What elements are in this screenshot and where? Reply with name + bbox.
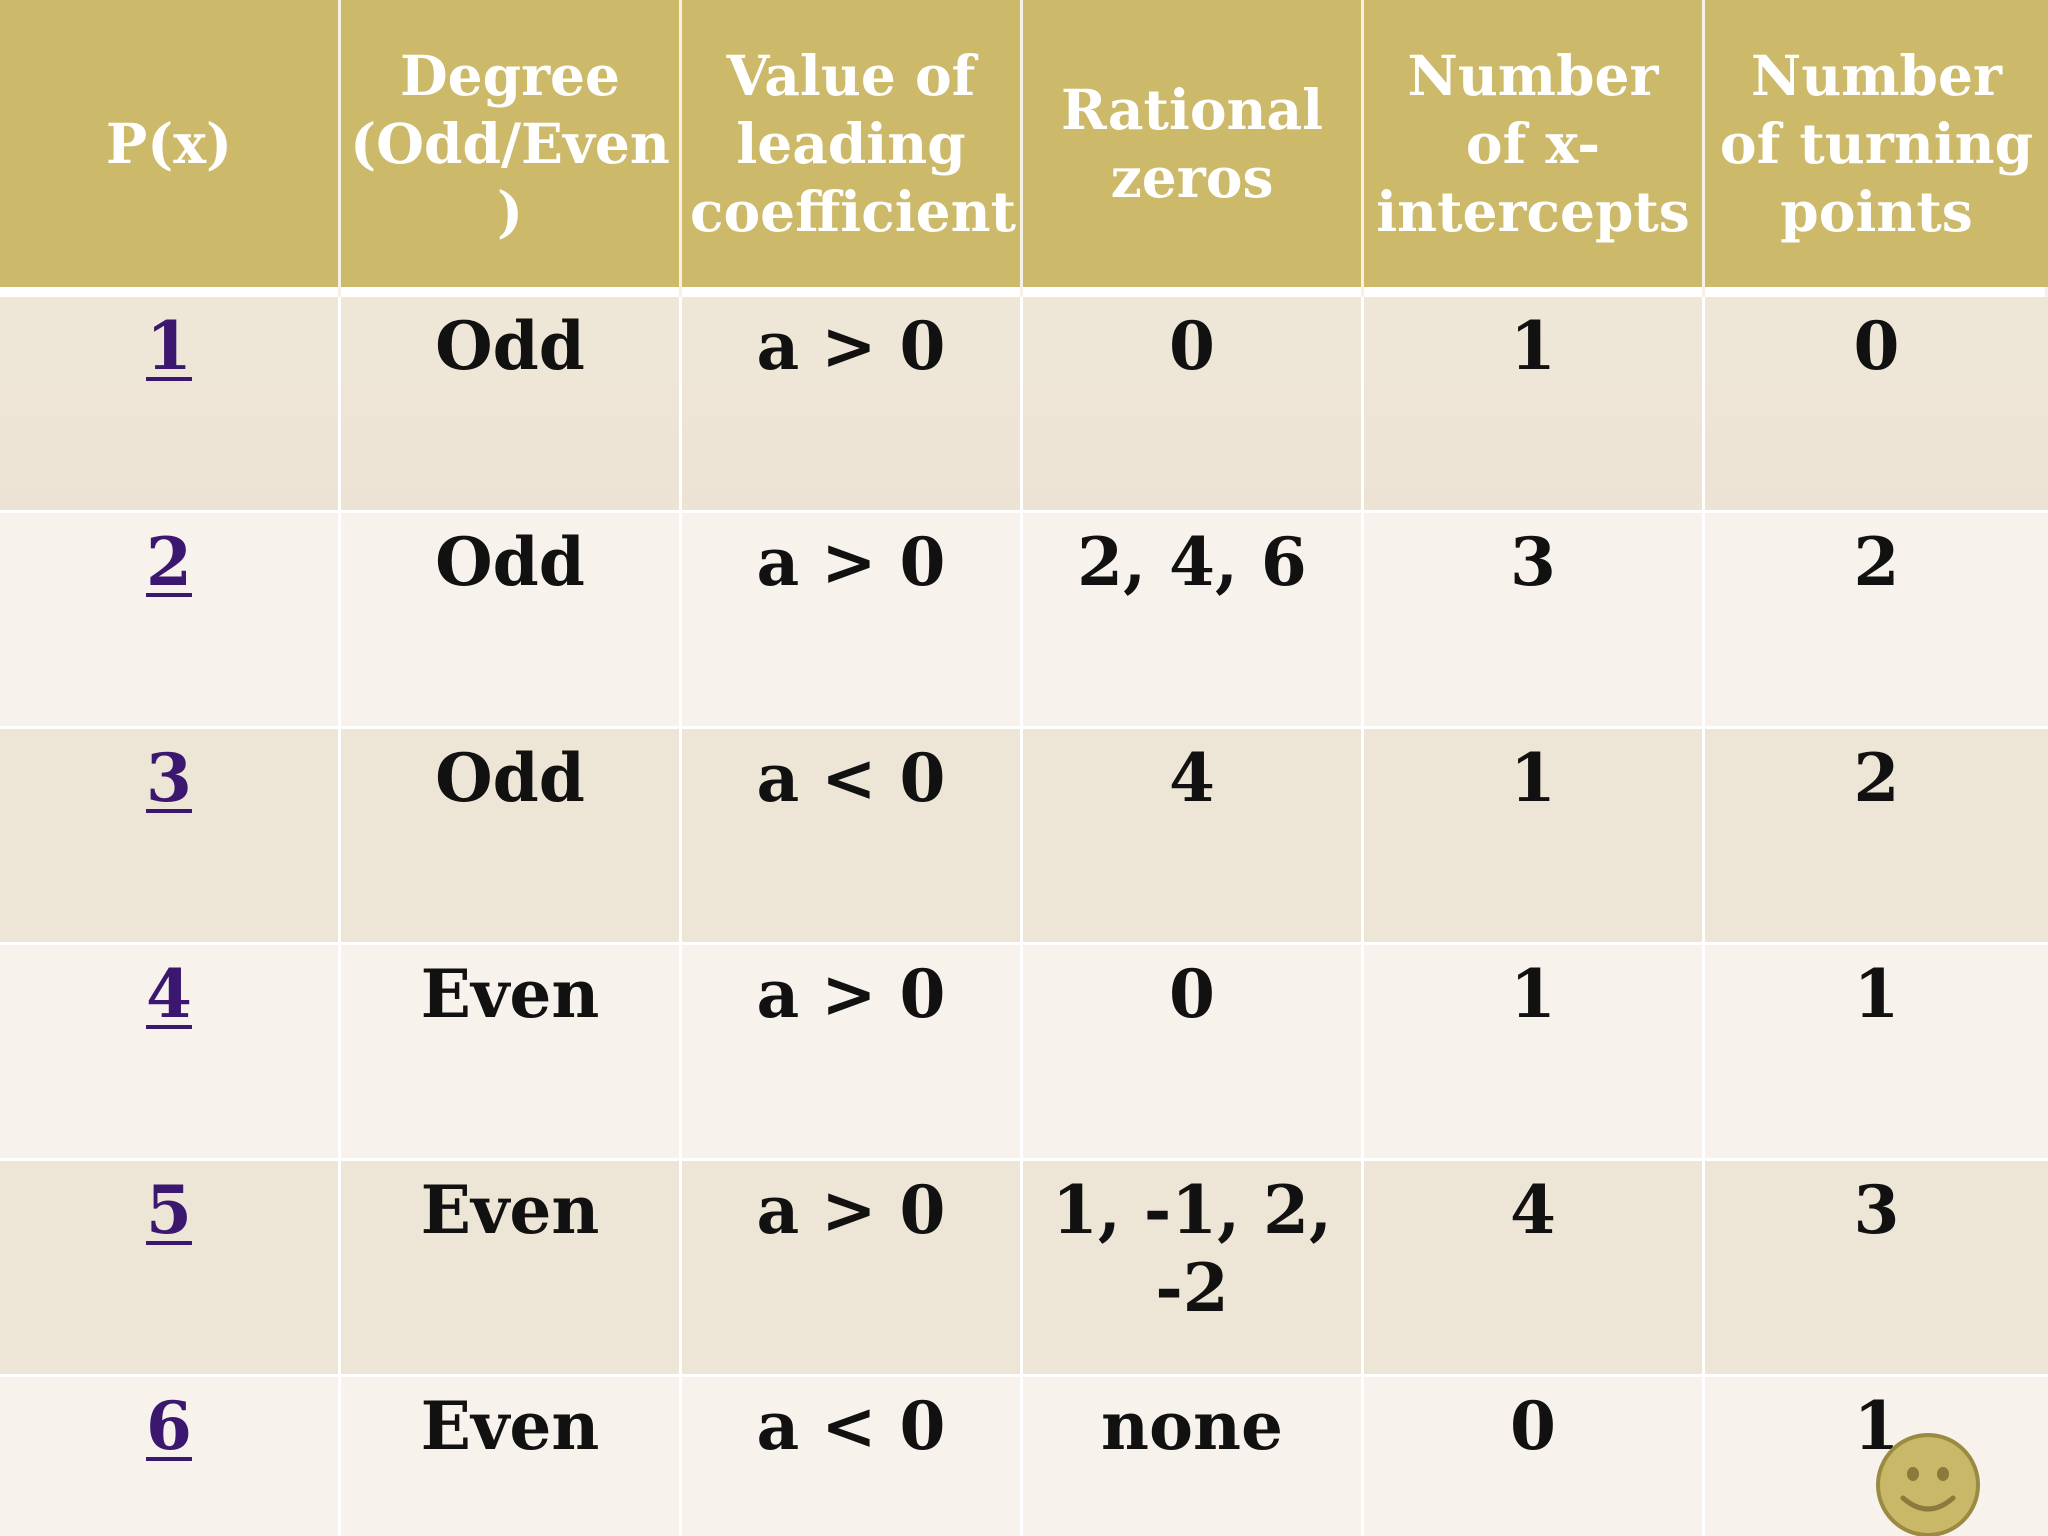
- x-intercepts-cell: 1: [1364, 945, 1705, 1161]
- rational-zeros-cell: none: [1023, 1377, 1364, 1536]
- px-cell: 6: [0, 1377, 341, 1536]
- degree-cell: Even: [341, 945, 682, 1161]
- px-link[interactable]: 2: [146, 523, 192, 601]
- turning-points-cell: 2: [1705, 729, 2048, 945]
- px-cell: 4: [0, 945, 341, 1161]
- leading-variable: a: [756, 955, 800, 1033]
- table-row: 5 Even a > 0 1, -1, 2, -2 4 3: [0, 1161, 2048, 1377]
- table-row: 1 Odd a > 0 0 1 0: [0, 297, 2048, 513]
- turning-points-cell: 1: [1705, 945, 2048, 1161]
- leading-coefficient-cell: a > 0: [682, 945, 1023, 1161]
- leading-coefficient-cell: a < 0: [682, 1377, 1023, 1536]
- leading-relation: < 0: [821, 1387, 946, 1465]
- leading-relation: > 0: [821, 523, 946, 601]
- rational-zeros-cell: 1, -1, 2, -2: [1023, 1161, 1364, 1377]
- px-link[interactable]: 5: [146, 1171, 192, 1249]
- header-degree: Degree (Odd/Even ): [341, 0, 682, 287]
- leading-coefficient-cell: a < 0: [682, 729, 1023, 945]
- rational-zeros-cell: 0: [1023, 297, 1364, 513]
- x-intercepts-cell: 0: [1364, 1377, 1705, 1536]
- rational-zeros-cell: 2, 4, 6: [1023, 513, 1364, 729]
- px-cell: 5: [0, 1161, 341, 1377]
- x-intercepts-cell: 1: [1364, 297, 1705, 513]
- leading-relation: < 0: [821, 739, 946, 817]
- leading-relation: > 0: [821, 955, 946, 1033]
- header-turning-points: Number of turning points: [1705, 0, 2048, 287]
- px-cell: 2: [0, 513, 341, 729]
- header-px: P(x): [0, 0, 341, 287]
- table-row: 3 Odd a < 0 4 1 2: [0, 729, 2048, 945]
- leading-relation: > 0: [821, 1171, 946, 1249]
- header-x-intercepts: Number of x-intercepts: [1364, 0, 1705, 287]
- table-row: 4 Even a > 0 0 1 1: [0, 945, 2048, 1161]
- header-rational-zeros: Rational zeros: [1023, 0, 1364, 287]
- smiley-face-icon[interactable]: [1875, 1432, 1981, 1536]
- leading-variable: a: [756, 1387, 800, 1465]
- degree-cell: Odd: [341, 297, 682, 513]
- leading-variable: a: [756, 523, 800, 601]
- table-row: 2 Odd a > 0 2, 4, 6 3 2: [0, 513, 2048, 729]
- px-link[interactable]: 3: [146, 739, 192, 817]
- leading-coefficient-cell: a > 0: [682, 513, 1023, 729]
- leading-variable: a: [756, 739, 800, 817]
- leading-coefficient-cell: a > 0: [682, 1161, 1023, 1377]
- table-row: 6 Even a < 0 none 0 1: [0, 1377, 2048, 1536]
- x-intercepts-cell: 1: [1364, 729, 1705, 945]
- px-link[interactable]: 6: [146, 1387, 192, 1465]
- turning-points-cell: 2: [1705, 513, 2048, 729]
- header-separator: [0, 287, 2048, 297]
- degree-cell: Even: [341, 1161, 682, 1377]
- px-cell: 1: [0, 297, 341, 513]
- rational-zeros-cell: 0: [1023, 945, 1364, 1161]
- px-link[interactable]: 4: [146, 955, 192, 1033]
- leading-relation: > 0: [821, 307, 946, 385]
- degree-cell: Even: [341, 1377, 682, 1536]
- px-cell: 3: [0, 729, 341, 945]
- turning-points-cell: 3: [1705, 1161, 2048, 1377]
- px-link[interactable]: 1: [146, 307, 192, 385]
- leading-variable: a: [756, 1171, 800, 1249]
- degree-cell: Odd: [341, 513, 682, 729]
- leading-variable: a: [756, 307, 800, 385]
- turning-points-cell: 0: [1705, 297, 2048, 513]
- x-intercepts-cell: 3: [1364, 513, 1705, 729]
- x-intercepts-cell: 4: [1364, 1161, 1705, 1377]
- turning-points-cell: 1: [1705, 1377, 2048, 1536]
- degree-cell: Odd: [341, 729, 682, 945]
- header-row: P(x) Degree (Odd/Even ) Value of leading…: [0, 0, 2048, 287]
- header-leading-coefficient: Value of leading coefficient: [682, 0, 1023, 287]
- leading-coefficient-cell: a > 0: [682, 297, 1023, 513]
- rational-zeros-cell: 4: [1023, 729, 1364, 945]
